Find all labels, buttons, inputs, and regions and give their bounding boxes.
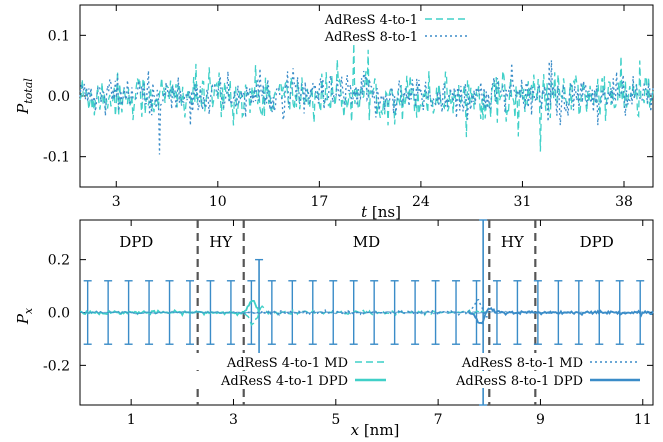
series-line-baseline <box>79 310 654 315</box>
y-tick-label: 0.0 <box>48 89 70 105</box>
panel-2-frame: 1 3 5 7 9 11 -0.2 0.0 0.2 <box>43 219 654 428</box>
region-label: HY <box>501 233 525 251</box>
x-tick-label: 17 <box>310 194 328 210</box>
legend-entry-label: AdResS 8-to-1 <box>324 30 418 45</box>
region-label: MD <box>353 233 380 251</box>
legend-entry-label: AdResS 4-to-1 DPD <box>220 374 348 389</box>
x-tick-label: 38 <box>615 194 633 210</box>
legend-entry-label: AdResS 8-to-1 MD <box>461 356 583 371</box>
legend-bg <box>178 371 391 388</box>
panel-1-frame: 3 10 17 24 31 38 -0.1 0.0 0.1 <box>43 4 654 210</box>
x-tick-label: 3 <box>112 194 121 210</box>
y-axis-label: Px <box>14 307 35 325</box>
series-line-1 <box>79 43 654 152</box>
panel-2-series <box>79 298 654 327</box>
legend-entry-label: AdResS 4-to-1 <box>324 13 418 28</box>
y-tick-label: 0.1 <box>48 28 70 44</box>
y-tick-label: 0.2 <box>48 253 70 269</box>
legend-panel-1: AdResS 4-to-1 AdResS 8-to-1 <box>324 13 468 45</box>
region-label: HY <box>209 233 233 251</box>
region-label: DPD <box>119 233 153 251</box>
series-line-2 <box>79 60 654 155</box>
panel-1-series <box>79 43 654 155</box>
x-tick-label: 31 <box>514 194 532 210</box>
x-tick-label: 7 <box>434 412 443 428</box>
y-axis-label: Ptotal <box>14 78 35 115</box>
x-axis-label: x [nm] <box>351 421 400 439</box>
x-axis-label: t [ns] <box>361 203 401 221</box>
x-tick-label: 5 <box>331 412 340 428</box>
x-tick-label: 11 <box>634 412 652 428</box>
series-line-1 <box>243 305 490 327</box>
x-tick-label: 24 <box>412 194 430 210</box>
legend-bg <box>413 371 645 388</box>
legend-panel-2: AdResS 4-to-1 MD AdResS 4-to-1 DPD AdResS … <box>178 353 645 389</box>
x-tick-label: 1 <box>127 412 136 428</box>
x-tick-label: 10 <box>209 194 227 210</box>
y-tick-label: -0.2 <box>43 358 70 374</box>
x-tick-label: 3 <box>229 412 238 428</box>
legend-entry-label: AdResS 4-to-1 MD <box>226 356 348 371</box>
legend-bg <box>413 353 645 370</box>
x-tick-label: 9 <box>536 412 545 428</box>
region-label: DPD <box>580 233 614 251</box>
legend-entry-label: AdResS 8-to-1 DPD <box>455 374 583 389</box>
y-tick-label: -0.1 <box>43 150 70 166</box>
y-tick-label: 0.0 <box>48 306 70 322</box>
legend-bg <box>178 353 391 370</box>
